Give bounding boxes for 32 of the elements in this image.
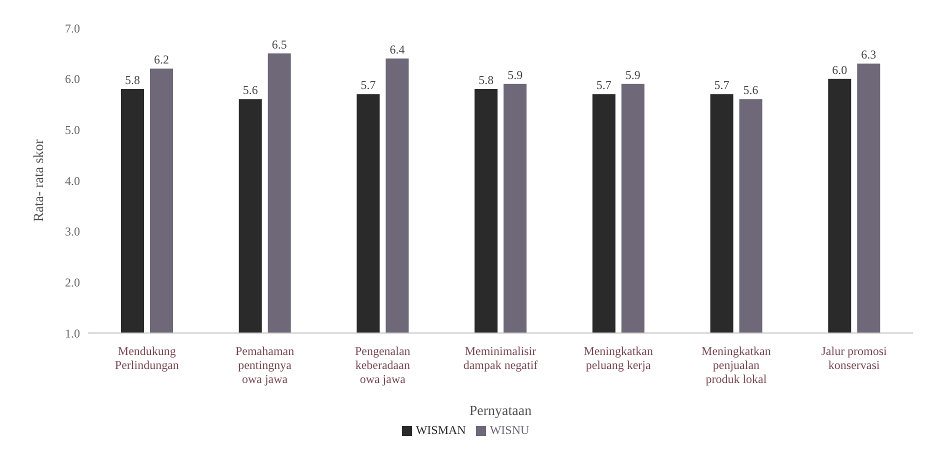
x-tick-label: Mendukung Perlindungan <box>114 344 179 372</box>
y-tick-label: 7.0 <box>65 21 80 36</box>
y-tick-label: 4.0 <box>65 174 80 188</box>
y-tick-label: 2.0 <box>65 275 80 290</box>
y-tick-label: 1.0 <box>65 326 80 340</box>
data-label: 5.7 <box>596 78 612 92</box>
x-tick-label: Pemahaman pentingnya owa jawa <box>235 344 294 386</box>
x-tick-label: Meningkatkan peluang kerja <box>584 344 654 372</box>
data-label: 5.7 <box>714 78 730 92</box>
y-tick-label: 3.0 <box>65 224 80 239</box>
legend-label: WISMAN <box>416 423 466 437</box>
x-tick-label: Meningkatkan penjualan produk lokal <box>702 344 771 386</box>
data-label: 5.6 <box>242 83 258 98</box>
data-label: 5.6 <box>743 83 758 98</box>
y-tick-label: 6.0 <box>65 72 80 86</box>
x-tick-label: Jalur promosi konservasi <box>821 344 888 372</box>
x-tick-label: Meminimalisir dampak negatif <box>463 344 538 372</box>
data-label: 5.7 <box>360 78 376 92</box>
data-label: 5.9 <box>508 68 523 82</box>
data-label: 5.9 <box>625 68 640 82</box>
data-label: 6.0 <box>832 62 848 77</box>
x-tick-label: Pengenalan keberadaan owa jawa <box>354 344 410 386</box>
y-axis-title: Rata- rata skor <box>32 138 47 222</box>
x-axis-title: Pernyataan <box>469 404 532 419</box>
data-label: 6.4 <box>390 42 405 56</box>
data-label: 5.8 <box>125 73 140 87</box>
y-tick-label: 5.0 <box>65 122 80 137</box>
legend-label: WISNU <box>490 423 530 437</box>
data-label: 6.5 <box>272 37 287 52</box>
data-label: 6.3 <box>861 48 876 62</box>
data-label: 5.8 <box>478 73 494 87</box>
data-label: 6.2 <box>154 52 169 67</box>
